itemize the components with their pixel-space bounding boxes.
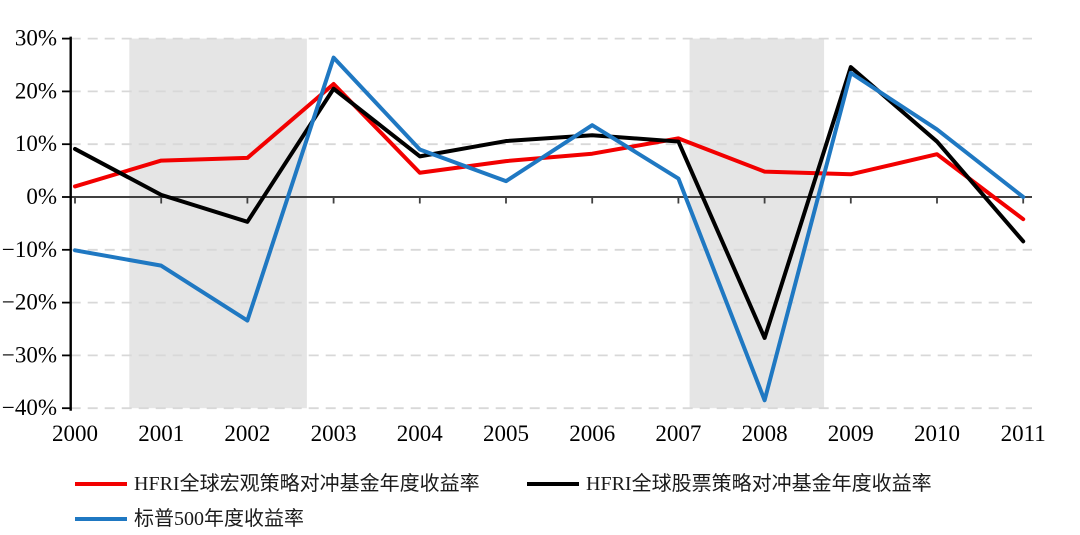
x-axis-label: 2008 [742, 421, 788, 446]
legend-label-hfri-macro: HFRI全球宏观策略对冲基金年度收益率 [134, 473, 480, 495]
y-axis-label: 20% [15, 78, 57, 103]
series-line-2 [73, 55, 1026, 403]
series-line-1 [73, 65, 1026, 340]
legend-line-sample-black [527, 482, 579, 486]
legend-line-sample-red [75, 482, 127, 486]
legend-line-sample-blue [75, 517, 127, 521]
x-axis-label: 2001 [138, 421, 184, 446]
x-axis-label: 2004 [397, 421, 444, 446]
y-axis-label: −20% [2, 290, 57, 315]
x-axis-label: 2002 [224, 421, 270, 446]
x-axis-label: 2011 [1001, 421, 1046, 446]
legend-item-sp500: 标普500年度收益率 [75, 507, 304, 531]
y-axis-label: 0% [26, 184, 57, 209]
x-axis-label: 2000 [52, 421, 98, 446]
legend-label-sp500: 标普500年度收益率 [134, 508, 304, 530]
x-axis-label: 2010 [914, 421, 960, 446]
legend-item-hfri-equity: HFRI全球股票策略对冲基金年度收益率 [527, 472, 932, 496]
plot-area: 30% 20% 10% 0% −10% −20% −30% −40%2000 2001 2002 2… [2, 26, 1046, 446]
y-axis-label: 30% [15, 26, 57, 51]
recession-band-1 [689, 38, 825, 409]
y-axis-label: 10% [15, 131, 57, 156]
y-axis-label: −10% [2, 237, 57, 262]
x-axis-label: 2006 [569, 421, 615, 446]
x-axis-label: 2005 [483, 421, 529, 446]
y-axis-label: −30% [2, 342, 57, 367]
x-axis-label: 2009 [828, 421, 874, 446]
legend-label-hfri-equity: HFRI全球股票策略对冲基金年度收益率 [586, 473, 932, 495]
legend-item-hfri-macro: HFRI全球宏观策略对冲基金年度收益率 [75, 472, 480, 496]
x-axis-label: 2007 [655, 421, 701, 446]
x-axis-label: 2003 [311, 421, 357, 446]
series-line-0 [73, 82, 1026, 222]
y-axis-label: −40% [2, 395, 57, 420]
